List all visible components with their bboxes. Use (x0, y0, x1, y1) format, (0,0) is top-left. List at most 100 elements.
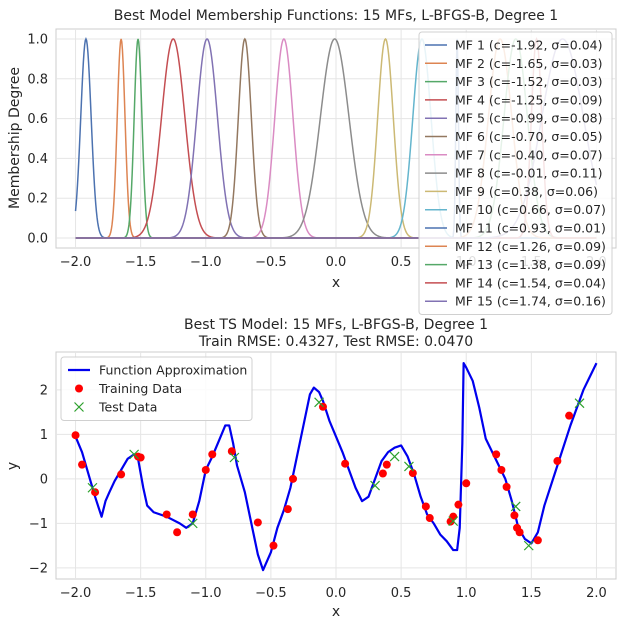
x-tick-label: −1.5 (125, 586, 157, 601)
y-tick-label: 2 (40, 383, 48, 398)
training-point (497, 465, 506, 474)
legend-label: MF 7 (c=-0.40, σ=0.07) (455, 147, 603, 162)
legend-label: MF 1 (c=-1.92, σ=0.04) (455, 38, 603, 53)
test-point (129, 449, 140, 460)
y-tick-label: 0.6 (27, 112, 48, 127)
x-tick-label: 0.5 (391, 255, 412, 270)
legend-label: MF 3 (c=-1.52, σ=0.03) (455, 74, 603, 89)
training-point (378, 469, 387, 478)
x-tick-label: 2.0 (586, 586, 607, 601)
legend-label: MF 6 (c=-0.70, σ=0.05) (455, 129, 603, 144)
y-tick-label: −2 (29, 561, 48, 576)
ts-chart-subtitle: Train RMSE: 0.4327, Test RMSE: 0.0470 (198, 334, 473, 350)
x-tick-label: 0.5 (391, 586, 412, 601)
legend-label: MF 13 (c=1.38, σ=0.09) (455, 257, 606, 272)
training-point (462, 479, 471, 488)
test-point (187, 518, 198, 529)
y-tick-label: 0 (40, 472, 48, 487)
x-tick-label: −1.5 (125, 255, 157, 270)
y-tick-label: 1 (40, 428, 48, 443)
test-point (510, 501, 521, 512)
training-point (565, 411, 574, 420)
training-point (208, 450, 217, 459)
legend-label: MF 2 (c=-1.65, σ=0.03) (455, 56, 603, 71)
test-point (229, 452, 240, 463)
training-point (78, 460, 87, 469)
ts-series (71, 362, 598, 572)
test-point (314, 397, 324, 408)
legend-label-approximation: Function Approximation (99, 363, 247, 378)
training-point (454, 500, 463, 509)
test-point (523, 540, 534, 551)
training-point (382, 460, 391, 469)
training-point (341, 459, 350, 468)
training-point (117, 470, 126, 479)
training-point (188, 510, 197, 519)
training-point (553, 457, 562, 466)
training-point (289, 474, 298, 483)
training-point (173, 528, 182, 537)
x-tick-label: −2.0 (60, 255, 92, 270)
training-point (162, 510, 171, 519)
x-tick-label: −0.5 (255, 586, 287, 601)
training-point (136, 453, 145, 462)
training-point (510, 511, 519, 520)
test-point (574, 398, 585, 409)
x-tick-label: −1.0 (190, 255, 222, 270)
x-tick-label: 0.0 (326, 586, 347, 601)
x-tick-label: 1.0 (456, 586, 477, 601)
legend-swatch-test (74, 402, 84, 412)
x-tick-label: 1.5 (521, 586, 542, 601)
test-point (370, 480, 380, 491)
approximation-line (74, 362, 598, 572)
ts-x-ticks: −2.0 −1.5 −1.0 −0.5 0.0 0.5 1.0 1.5 2.0 (60, 586, 607, 601)
ts-legend: Function Approximation Training Data Test … (60, 356, 253, 421)
legend-label: MF 8 (c=-0.01, σ=0.11) (455, 166, 603, 181)
legend-label-test: Test Data (98, 400, 157, 415)
legend-label: MF 4 (c=-1.25, σ=0.09) (455, 92, 603, 107)
membership-y-ticks: 0.0 0.2 0.4 0.6 0.8 1.0 (27, 32, 48, 246)
legend-label: MF 14 (c=1.54, σ=0.04) (455, 275, 606, 290)
y-tick-label: 0.2 (27, 192, 48, 207)
legend-swatch-training (75, 384, 83, 393)
legend-label: MF 15 (c=1.74, σ=0.16) (455, 294, 606, 309)
membership-chart-title: Best Model Membership Functions: 15 MFs,… (114, 8, 558, 24)
legend-label: MF 11 (c=0.93, σ=0.01) (455, 221, 606, 236)
legend-label-training: Training Data (98, 381, 182, 396)
ts-x-axis-label: x (332, 604, 340, 620)
y-tick-label: 0.8 (27, 72, 48, 87)
test-point (87, 482, 98, 493)
legend-label: MF 5 (c=-0.99, σ=0.08) (455, 111, 603, 126)
legend-label: MF 9 (c=0.38, σ=0.06) (455, 184, 598, 199)
training-point (502, 482, 511, 491)
test-point (404, 461, 414, 472)
legend-label: MF 10 (c=0.66, σ=0.07) (455, 202, 606, 217)
legend-box (418, 31, 613, 315)
training-point (283, 505, 292, 514)
training-point (408, 469, 417, 478)
test-point (389, 451, 400, 462)
training-point (421, 502, 430, 511)
training-point (533, 536, 542, 545)
ts-y-ticks: −2 −1 0 1 2 (29, 383, 48, 576)
training-point (201, 465, 210, 474)
training-point (253, 518, 262, 527)
y-tick-label: −1 (29, 517, 48, 532)
ts-model-chart: −2.0 −1.5 −1.0 −0.5 0.0 0.5 1.0 1.5 2.0 −2−1012 … (5, 317, 617, 620)
training-point (91, 488, 100, 497)
x-tick-label: −0.5 (255, 255, 287, 270)
test-point (448, 516, 459, 527)
ts-chart-title: Best TS Model: 15 MFs, L-BFGS-B, Degree … (184, 317, 488, 333)
training-point (269, 541, 278, 550)
training-point (425, 514, 434, 523)
y-tick-label: 0.0 (27, 232, 48, 247)
membership-legend: MF 1 (c=-1.92, σ=0.04) MF 2 (c=-1.65, σ=0… (418, 31, 613, 315)
training-point (492, 450, 501, 459)
legend-label: MF 12 (c=1.26, σ=0.09) (455, 239, 606, 254)
legend-box (60, 356, 253, 421)
ts-y-axis-label: y (5, 462, 21, 470)
training-point (449, 512, 458, 521)
training-point (515, 528, 524, 537)
membership-y-axis-label: Membership Degree (7, 67, 23, 209)
